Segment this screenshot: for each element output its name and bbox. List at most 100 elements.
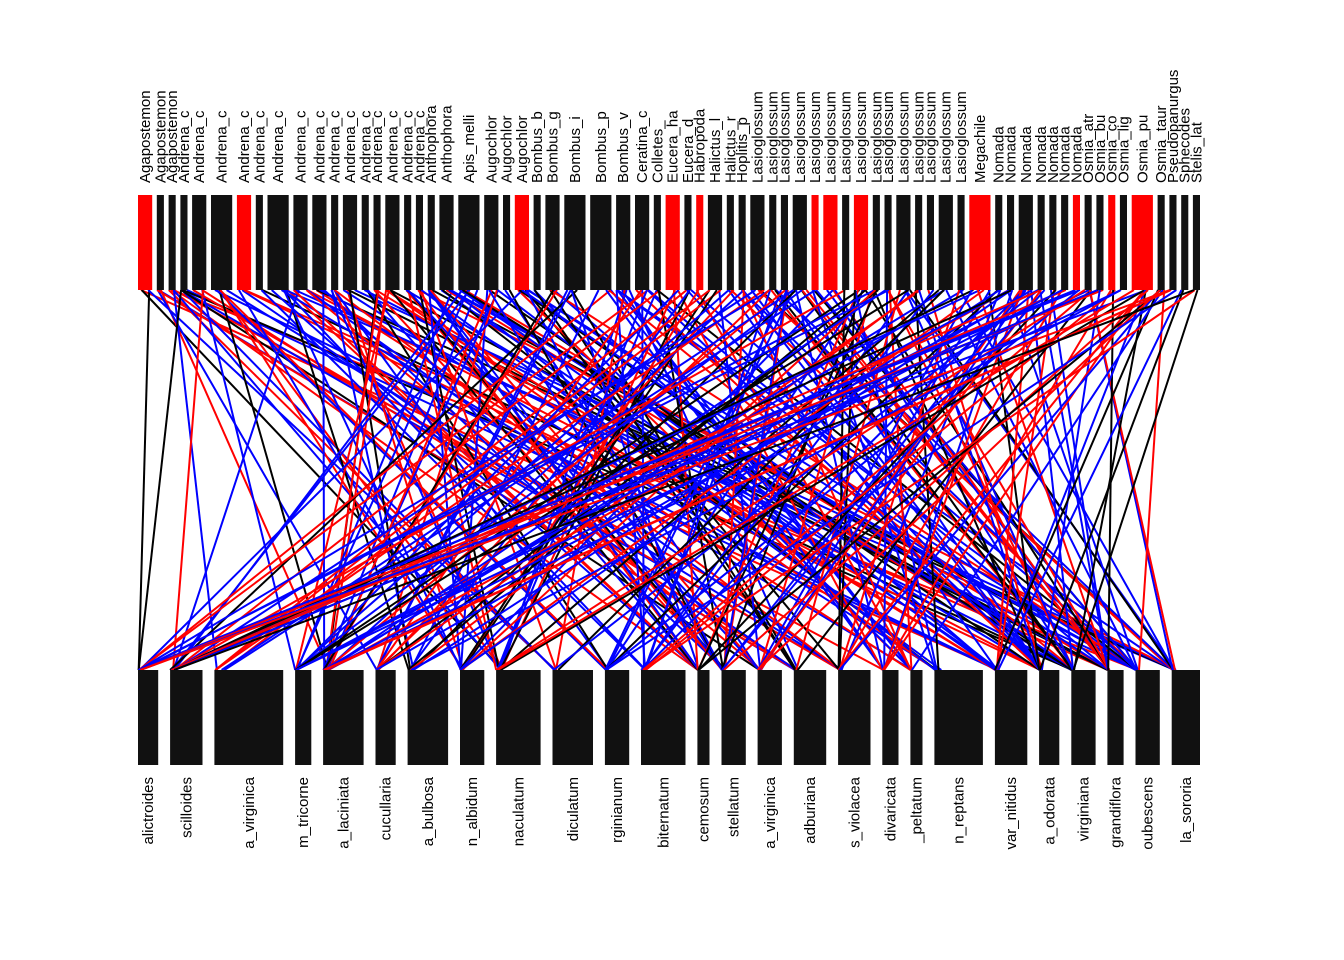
interaction-link (323, 289, 726, 671)
plant-label: alictroides (140, 777, 157, 845)
plant-bar (721, 670, 746, 765)
plant-label: a_odorata (1041, 776, 1058, 844)
pollinator-bar (842, 195, 850, 290)
plant-label: m_tricorne (295, 777, 312, 848)
interaction-link (172, 289, 204, 671)
plant-bar (407, 670, 449, 765)
plant-bar (757, 670, 782, 765)
pollinator-label: Andrena_c (327, 110, 344, 183)
pollinator-bar (427, 195, 435, 290)
pollinator-bar (168, 195, 176, 290)
pollinator-label: Nomada (1018, 126, 1035, 183)
pollinator-bar (616, 195, 631, 290)
pollinator-bar (1157, 195, 1165, 290)
pollinator-bar (653, 195, 661, 290)
interaction-link (646, 289, 1043, 671)
interaction-links (137, 289, 1199, 671)
pollinator-label: Agapostemon (137, 90, 154, 183)
interaction-link (138, 289, 649, 671)
pollinator-label: Halictus_l (707, 118, 724, 183)
pollinator-label: Andrena_c (369, 110, 386, 183)
pollinator-bar (1018, 195, 1033, 290)
pollinator-label: Colletes_ (649, 120, 666, 183)
plant-label: s_violacea (846, 776, 863, 848)
interaction-link (139, 289, 1076, 671)
pollinator-bar (458, 195, 480, 290)
interaction-link (170, 289, 699, 671)
interaction-link (641, 289, 1025, 671)
pollinator-bar (792, 195, 807, 290)
pollinator-label: Augochlor (499, 115, 516, 183)
interaction-link (1039, 289, 1109, 671)
interaction-link (1072, 289, 1199, 671)
interaction-link (410, 289, 1122, 671)
pollinator-label: Andrena_c (251, 110, 268, 183)
interaction-link (322, 289, 479, 671)
interaction-link (697, 289, 1162, 671)
interaction-link (757, 289, 1042, 671)
plant-label: grandiflora (1108, 776, 1125, 848)
pollinator-bar (192, 195, 207, 290)
pollinator-bar (769, 195, 777, 290)
pollinator-bar (684, 195, 692, 290)
plant-bar (1071, 670, 1096, 765)
pollinator-label: Osmia_co (1104, 115, 1121, 183)
interaction-link (997, 289, 1183, 671)
pollinator-bar (1119, 195, 1127, 290)
interaction-link (1073, 289, 1147, 671)
pollinator-bar (312, 195, 327, 290)
pollinator-label: Lasioglossum (807, 91, 824, 183)
pollinator-label: Andrena_c (236, 110, 253, 183)
pollinator-label: Anthophora (439, 105, 456, 183)
pollinator-label: Pseudopanurgus (1165, 70, 1182, 183)
pollinator-bar (180, 195, 188, 290)
interaction-link (838, 289, 1161, 671)
interaction-link (328, 289, 388, 671)
pollinator-label: Eucera_d (680, 119, 697, 183)
plant-label: cemosum (696, 777, 713, 842)
pollinator-label: Lasioglossum (922, 91, 939, 183)
pollinator-bar (373, 195, 381, 290)
plant-bar (1171, 670, 1200, 765)
plant-bar (793, 670, 827, 765)
plant-label: diculatum (565, 777, 582, 841)
pollinator-bar (872, 195, 880, 290)
pollinator-label: Lasioglossum (777, 91, 794, 183)
interaction-link (412, 289, 1001, 671)
pollinator-label: Augochlor (483, 115, 500, 183)
pollinator-label: Nomada (1057, 126, 1074, 183)
plant-bar (1039, 670, 1060, 765)
pollinator-bar (267, 195, 289, 290)
plant-label: la_sororia (1178, 776, 1195, 843)
interaction-link (389, 289, 699, 671)
plant-label: a_virginica (241, 776, 258, 848)
interaction-link (459, 289, 834, 671)
pollinator-bar (1049, 195, 1057, 290)
pollinator-label: Lasioglossum (880, 91, 897, 183)
pollinator-label: Habropoda (692, 108, 709, 183)
interaction-link (271, 289, 699, 671)
interaction-link (760, 289, 991, 671)
pollinator-bar (545, 195, 560, 290)
pollinator-label: Ceratina_c (634, 110, 651, 183)
plant-bar (323, 670, 364, 765)
interaction-link (294, 289, 910, 671)
pollinator-bar (1169, 195, 1177, 290)
pollinator-label: Osmia_atr (1080, 114, 1097, 183)
interaction-link (993, 289, 1159, 671)
interaction-link (854, 289, 938, 671)
pollinator-bar (1131, 195, 1153, 290)
pollinator-bar (884, 195, 892, 290)
pollinator-label: Lasioglossum (822, 91, 839, 183)
pollinator-label: Andrena_c (400, 110, 417, 183)
pollinator-label: Andrena_c (270, 110, 287, 183)
pollinator-bar (439, 195, 454, 290)
pollinator-label: Eucera_ha (665, 110, 682, 183)
plant-label: virginiana (1075, 776, 1092, 841)
pollinator-bar (138, 195, 153, 290)
pollinator-bar (293, 195, 308, 290)
pollinator-bar (915, 195, 923, 290)
pollinator-label: Osmia_pu (1134, 115, 1151, 183)
interaction-link (322, 289, 555, 671)
pollinator-bar (696, 195, 704, 290)
